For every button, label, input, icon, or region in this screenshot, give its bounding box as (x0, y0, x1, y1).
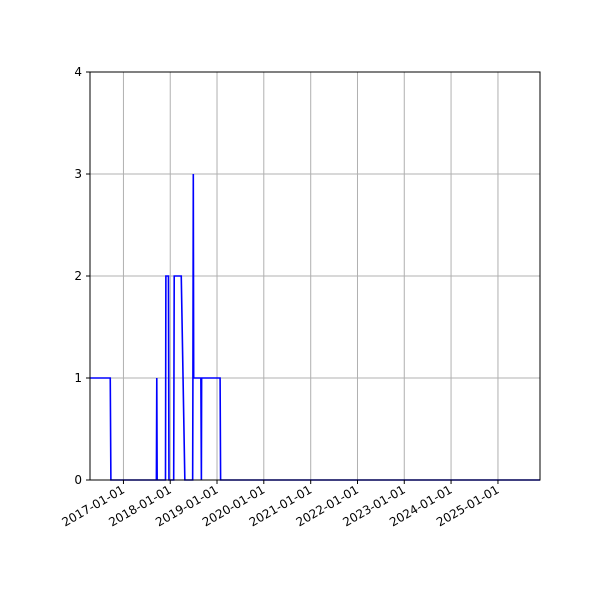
y-tick-label: 1 (74, 371, 82, 385)
y-axis: 0 1 2 3 4 (74, 65, 90, 487)
series-line (90, 173, 540, 481)
series-layer (90, 173, 540, 481)
y-tick-label: 0 (74, 473, 82, 487)
y-tick-label: 3 (74, 167, 82, 181)
y-tick-label: 4 (74, 65, 82, 79)
y-tick-label: 2 (74, 269, 82, 283)
grid-lines (90, 71, 540, 481)
